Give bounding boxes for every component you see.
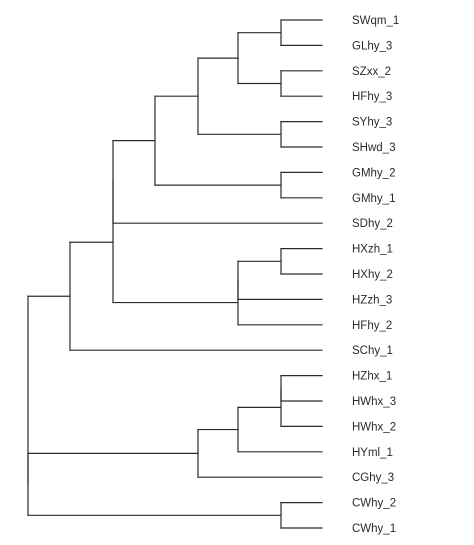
leaf-label: SYhy_3 <box>352 117 392 129</box>
leaf-label: HYml_1 <box>352 447 393 459</box>
leaf-label: HZhx_1 <box>352 371 392 383</box>
leaf-label: HXhy_2 <box>352 269 393 281</box>
leaf-label: SZxx_2 <box>352 66 391 78</box>
leaf-label: GLhy_3 <box>352 40 392 52</box>
leaf-label: GMhy_2 <box>352 167 395 179</box>
leaf-label: GMhy_1 <box>352 193 395 205</box>
leaf-label: SChy_1 <box>352 345 393 357</box>
leaf-label: HFhy_3 <box>352 91 392 103</box>
leaf-label: SWqm_1 <box>352 15 399 27</box>
leaf-label: HWhx_2 <box>352 421 396 433</box>
leaf-label: HFhy_2 <box>352 320 392 332</box>
leaf-label: CWhy_2 <box>352 498 396 510</box>
leaf-label: SHwd_3 <box>352 142 395 154</box>
leaf-label: SDhy_2 <box>352 218 393 230</box>
leaf-label: CGhy_3 <box>352 472 394 484</box>
leaf-label: HZzh_3 <box>352 294 392 306</box>
leaf-label: HWhx_3 <box>352 396 396 408</box>
leaf-label: CWhy_1 <box>352 523 396 535</box>
leaf-label: HXzh_1 <box>352 244 393 256</box>
